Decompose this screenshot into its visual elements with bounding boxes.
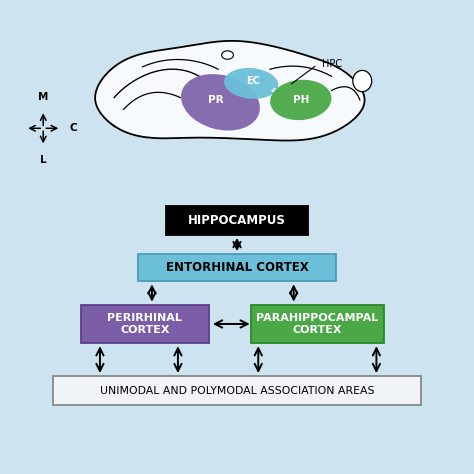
Polygon shape (95, 41, 365, 141)
Text: PARAHIPPOCAMPAL
CORTEX: PARAHIPPOCAMPAL CORTEX (256, 313, 378, 335)
Ellipse shape (270, 80, 331, 120)
Text: M: M (38, 92, 48, 102)
FancyBboxPatch shape (138, 254, 336, 282)
Ellipse shape (224, 68, 278, 99)
FancyBboxPatch shape (81, 305, 209, 343)
FancyBboxPatch shape (251, 305, 383, 343)
Text: HIPPOCAMPUS: HIPPOCAMPUS (188, 214, 286, 227)
Ellipse shape (181, 74, 260, 130)
Text: UNIMODAL AND POLYMODAL ASSOCIATION AREAS: UNIMODAL AND POLYMODAL ASSOCIATION AREAS (100, 385, 374, 396)
Text: PR: PR (208, 95, 224, 105)
Text: PERIRHINAL
CORTEX: PERIRHINAL CORTEX (108, 313, 182, 335)
Text: L: L (40, 155, 46, 165)
Text: EC: EC (246, 76, 261, 86)
FancyBboxPatch shape (166, 206, 308, 235)
Text: C: C (70, 123, 77, 133)
Ellipse shape (353, 71, 372, 91)
Text: ENTORHINAL CORTEX: ENTORHINAL CORTEX (165, 261, 309, 274)
Text: PH: PH (292, 95, 309, 105)
Text: HPC: HPC (322, 60, 342, 70)
Ellipse shape (222, 51, 234, 59)
FancyBboxPatch shape (53, 376, 421, 405)
